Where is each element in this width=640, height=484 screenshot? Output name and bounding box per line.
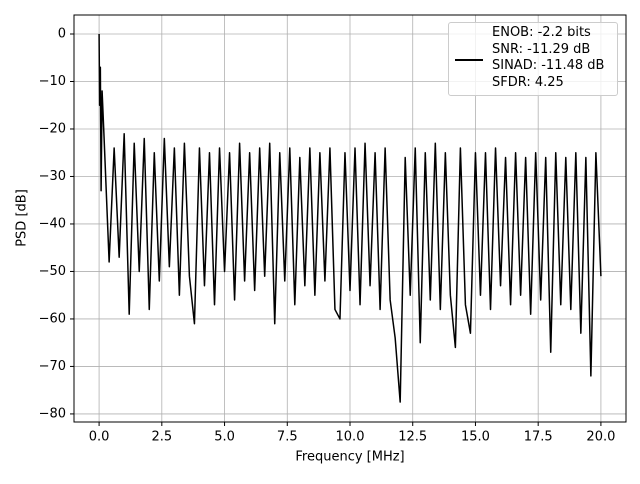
psd-line	[98, 33, 602, 403]
y-tick-label: −50	[39, 264, 66, 279]
x-tick-label: 20.0	[586, 430, 615, 445]
legend-swatch	[455, 59, 483, 61]
y-axis-label: PSD [dB]	[15, 189, 30, 247]
y-tick-label: 0	[58, 26, 66, 41]
y-tick-label: −30	[39, 169, 66, 184]
y-tick-label: −70	[39, 359, 66, 374]
y-tick-label: −80	[39, 406, 66, 421]
x-tick-label: 17.5	[524, 430, 553, 445]
y-tick-label: −40	[39, 216, 66, 231]
y-tick-label: −60	[39, 311, 66, 326]
x-tick-label: 12.5	[398, 430, 427, 445]
x-tick-label: 7.5	[277, 430, 298, 445]
y-tick-label: −10	[39, 74, 66, 89]
x-axis-label: Frequency [MHz]	[295, 450, 404, 465]
legend: ENOB: -2.2 bits SNR: -11.29 dB SINAD: -1…	[448, 22, 618, 96]
x-tick-label: 5.0	[214, 430, 235, 445]
x-tick-label: 15.0	[461, 430, 490, 445]
x-tick-label: 2.5	[151, 430, 172, 445]
plot-frame	[73, 14, 627, 423]
x-tick-label: 0.0	[89, 430, 110, 445]
y-tick-label: −20	[39, 121, 66, 136]
legend-label: ENOB: -2.2 bits SNR: -11.29 dB SINAD: -1…	[492, 25, 605, 90]
x-tick-label: 10.0	[336, 430, 365, 445]
